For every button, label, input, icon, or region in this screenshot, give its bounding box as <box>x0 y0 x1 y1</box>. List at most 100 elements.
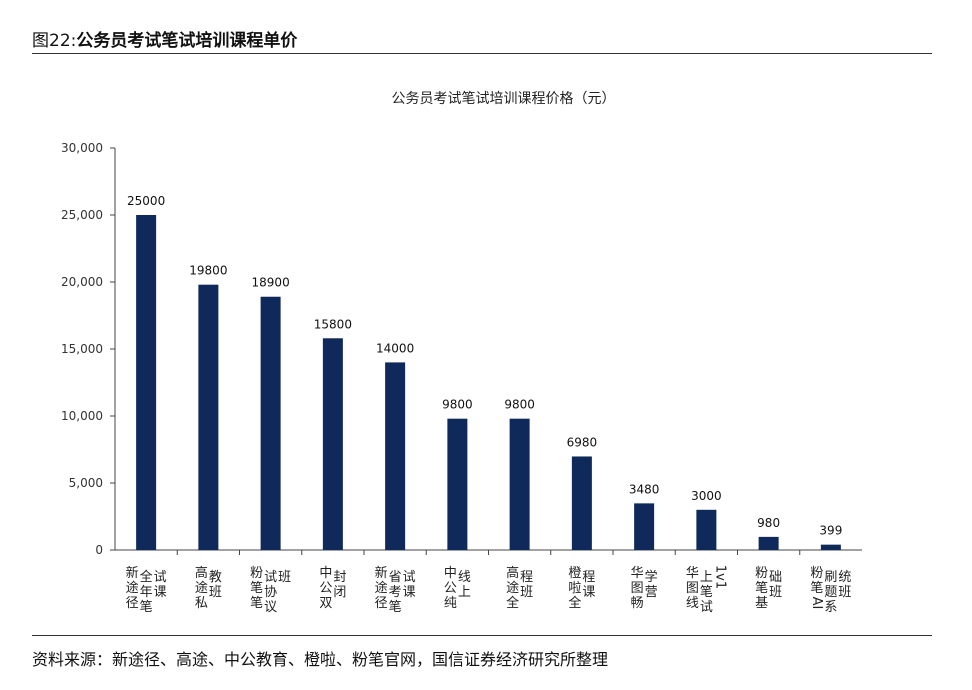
category-char: 全 <box>140 569 153 585</box>
category-char: 途 <box>126 580 139 596</box>
category-char: 统 <box>838 570 851 585</box>
bar <box>696 509 717 550</box>
category-char: 途 <box>506 580 519 596</box>
category-char: 新 <box>375 565 388 581</box>
chart-bars: 25000 19800 18900 15800 14000 9800 9800 6980 348… <box>127 194 842 550</box>
category-char: 年 <box>140 585 153 600</box>
data-label: 3480 <box>629 482 660 496</box>
category-char: 省 <box>389 570 402 585</box>
category-char: 班 <box>209 585 222 600</box>
category-char: 华 <box>686 566 699 581</box>
bottom-rule <box>32 635 932 636</box>
bar <box>758 536 779 550</box>
category-char: 粉 <box>755 566 768 581</box>
category-char: AI <box>809 597 824 610</box>
category-char: 途 <box>195 580 208 596</box>
data-label: 15800 <box>314 317 352 331</box>
category-char: 刷 <box>824 570 837 585</box>
category-char: 粉 <box>250 566 263 581</box>
bar <box>322 338 343 550</box>
category-char: 畅 <box>631 596 644 611</box>
data-label: 9800 <box>442 398 473 412</box>
category-char: 私 <box>195 596 208 611</box>
category-char: 班 <box>520 585 533 600</box>
category-char: 高 <box>195 565 208 581</box>
category-char: 课 <box>582 585 595 600</box>
figure-title: 公务员考试笔试培训课程单价 <box>76 31 298 51</box>
category-char: 径 <box>375 596 388 611</box>
chart-title: 公务员考试笔试培训课程价格（元） <box>392 91 616 107</box>
category-char: 考 <box>389 585 402 600</box>
data-label: 25000 <box>127 194 165 208</box>
category-char: 程 <box>520 570 533 585</box>
category-char: 试 <box>403 570 416 585</box>
category-char: 高 <box>506 565 519 581</box>
category-char: 教 <box>209 569 222 585</box>
data-label: 19800 <box>189 264 227 278</box>
category-char: 营 <box>645 585 658 600</box>
data-label: 9800 <box>504 398 535 412</box>
category-char: 公 <box>319 581 332 596</box>
category-char: 橙 <box>568 566 581 581</box>
bar <box>509 418 530 550</box>
data-label: 399 <box>819 524 842 538</box>
category-char: 学 <box>645 569 658 585</box>
category-char: 啦 <box>568 581 581 596</box>
category-char: 笔 <box>810 580 823 596</box>
bar <box>260 296 281 550</box>
category-char: 课 <box>403 585 416 600</box>
category-char: 封 <box>333 570 346 585</box>
category-char: 笔 <box>700 584 713 600</box>
top-rule <box>32 53 932 54</box>
category-char: 协 <box>264 585 277 600</box>
category-char: 线 <box>686 596 699 611</box>
category-char: 试 <box>264 570 277 585</box>
bar <box>198 284 219 550</box>
category-char: 课 <box>154 585 167 600</box>
y-tick-label: 25,000 <box>61 208 103 222</box>
bar-chart: 公务员考试笔试培训课程价格（元） 0 5,000 10,000 15,000 20,00… <box>61 91 862 615</box>
category-char: 笔 <box>389 599 402 615</box>
category-char: 议 <box>264 600 277 615</box>
category-char: 双 <box>319 596 332 611</box>
data-label: 14000 <box>376 341 414 355</box>
category-char: 试 <box>154 570 167 585</box>
data-label: 980 <box>757 516 780 530</box>
bar <box>571 456 592 550</box>
category-char: 试 <box>700 600 713 615</box>
category-char: 纯 <box>444 596 457 611</box>
y-tick-label: 5,000 <box>69 476 103 490</box>
category-char: 班 <box>769 585 782 600</box>
category-char: 新 <box>126 565 139 581</box>
category-char: 系 <box>824 600 837 615</box>
bar <box>385 362 406 550</box>
category-char: 笔 <box>140 599 153 615</box>
category-char: 径 <box>126 596 139 611</box>
category-char: 线 <box>458 570 471 585</box>
category-char: 程 <box>582 570 595 585</box>
category-char: 笔 <box>250 595 263 611</box>
category-char: 公 <box>444 581 457 596</box>
category-char: 础 <box>769 570 782 585</box>
data-label: 18900 <box>252 276 290 290</box>
source-note: 资料来源：新途径、高途、中公教育、橙啦、粉笔官网，国信证券经济研究所整理 <box>32 650 609 669</box>
category-char: 途 <box>375 580 388 596</box>
category-char: 华 <box>631 566 644 581</box>
category-char: 图 <box>686 581 699 596</box>
figure-number: 图22: <box>32 31 77 51</box>
bar <box>820 544 841 550</box>
category-char: 基 <box>755 596 768 611</box>
category-char: 粉 <box>810 566 823 581</box>
category-char: 笔 <box>250 580 263 596</box>
category-char: 笔 <box>755 580 768 596</box>
bar <box>634 503 655 550</box>
y-tick-label: 30,000 <box>61 141 103 155</box>
